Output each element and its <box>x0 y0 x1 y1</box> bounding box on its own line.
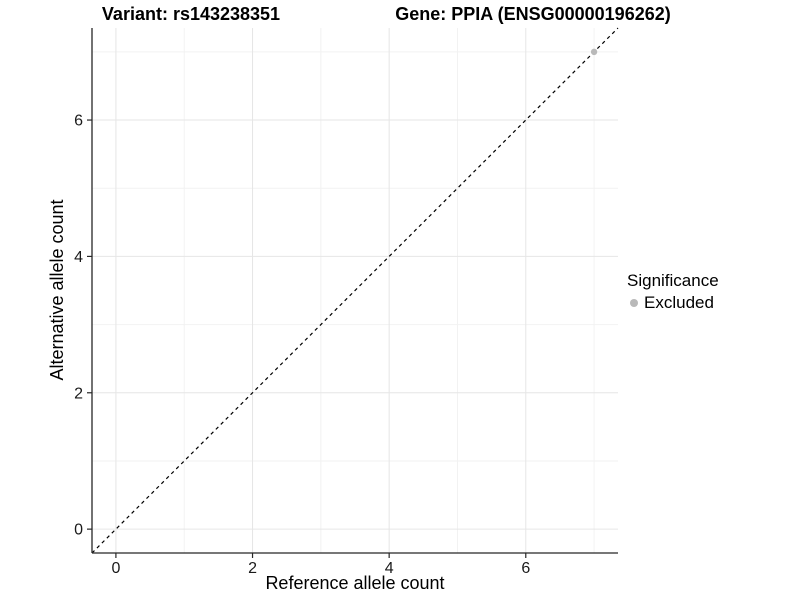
x-tick-label: 2 <box>248 560 257 577</box>
x-axis-title: Reference allele count <box>265 573 445 593</box>
legend-title: Significance <box>627 271 719 290</box>
plot-title-variant: Variant: rs143238351 <box>101 4 281 24</box>
legend-item-excluded: Excluded <box>627 293 797 312</box>
y-tick-label: 0 <box>74 522 83 539</box>
y-tick-label: 4 <box>74 249 83 266</box>
y-tick-label: 6 <box>74 113 83 130</box>
x-tick-label: 0 <box>111 560 120 577</box>
legend: Significance Excluded <box>627 271 797 312</box>
identity-line <box>91 27 619 554</box>
y-axis-title: Alternative allele count <box>47 199 67 381</box>
plot-title-gene: Gene: PPIA (ENSG00000196262) <box>395 4 671 24</box>
y-tick-label: 2 <box>74 385 83 402</box>
data-point <box>590 48 598 56</box>
x-tick-label: 6 <box>521 560 530 577</box>
legend-dot-icon <box>630 298 638 307</box>
legend-item-label: Excluded <box>644 293 714 312</box>
x-tick-label: 4 <box>385 560 394 577</box>
